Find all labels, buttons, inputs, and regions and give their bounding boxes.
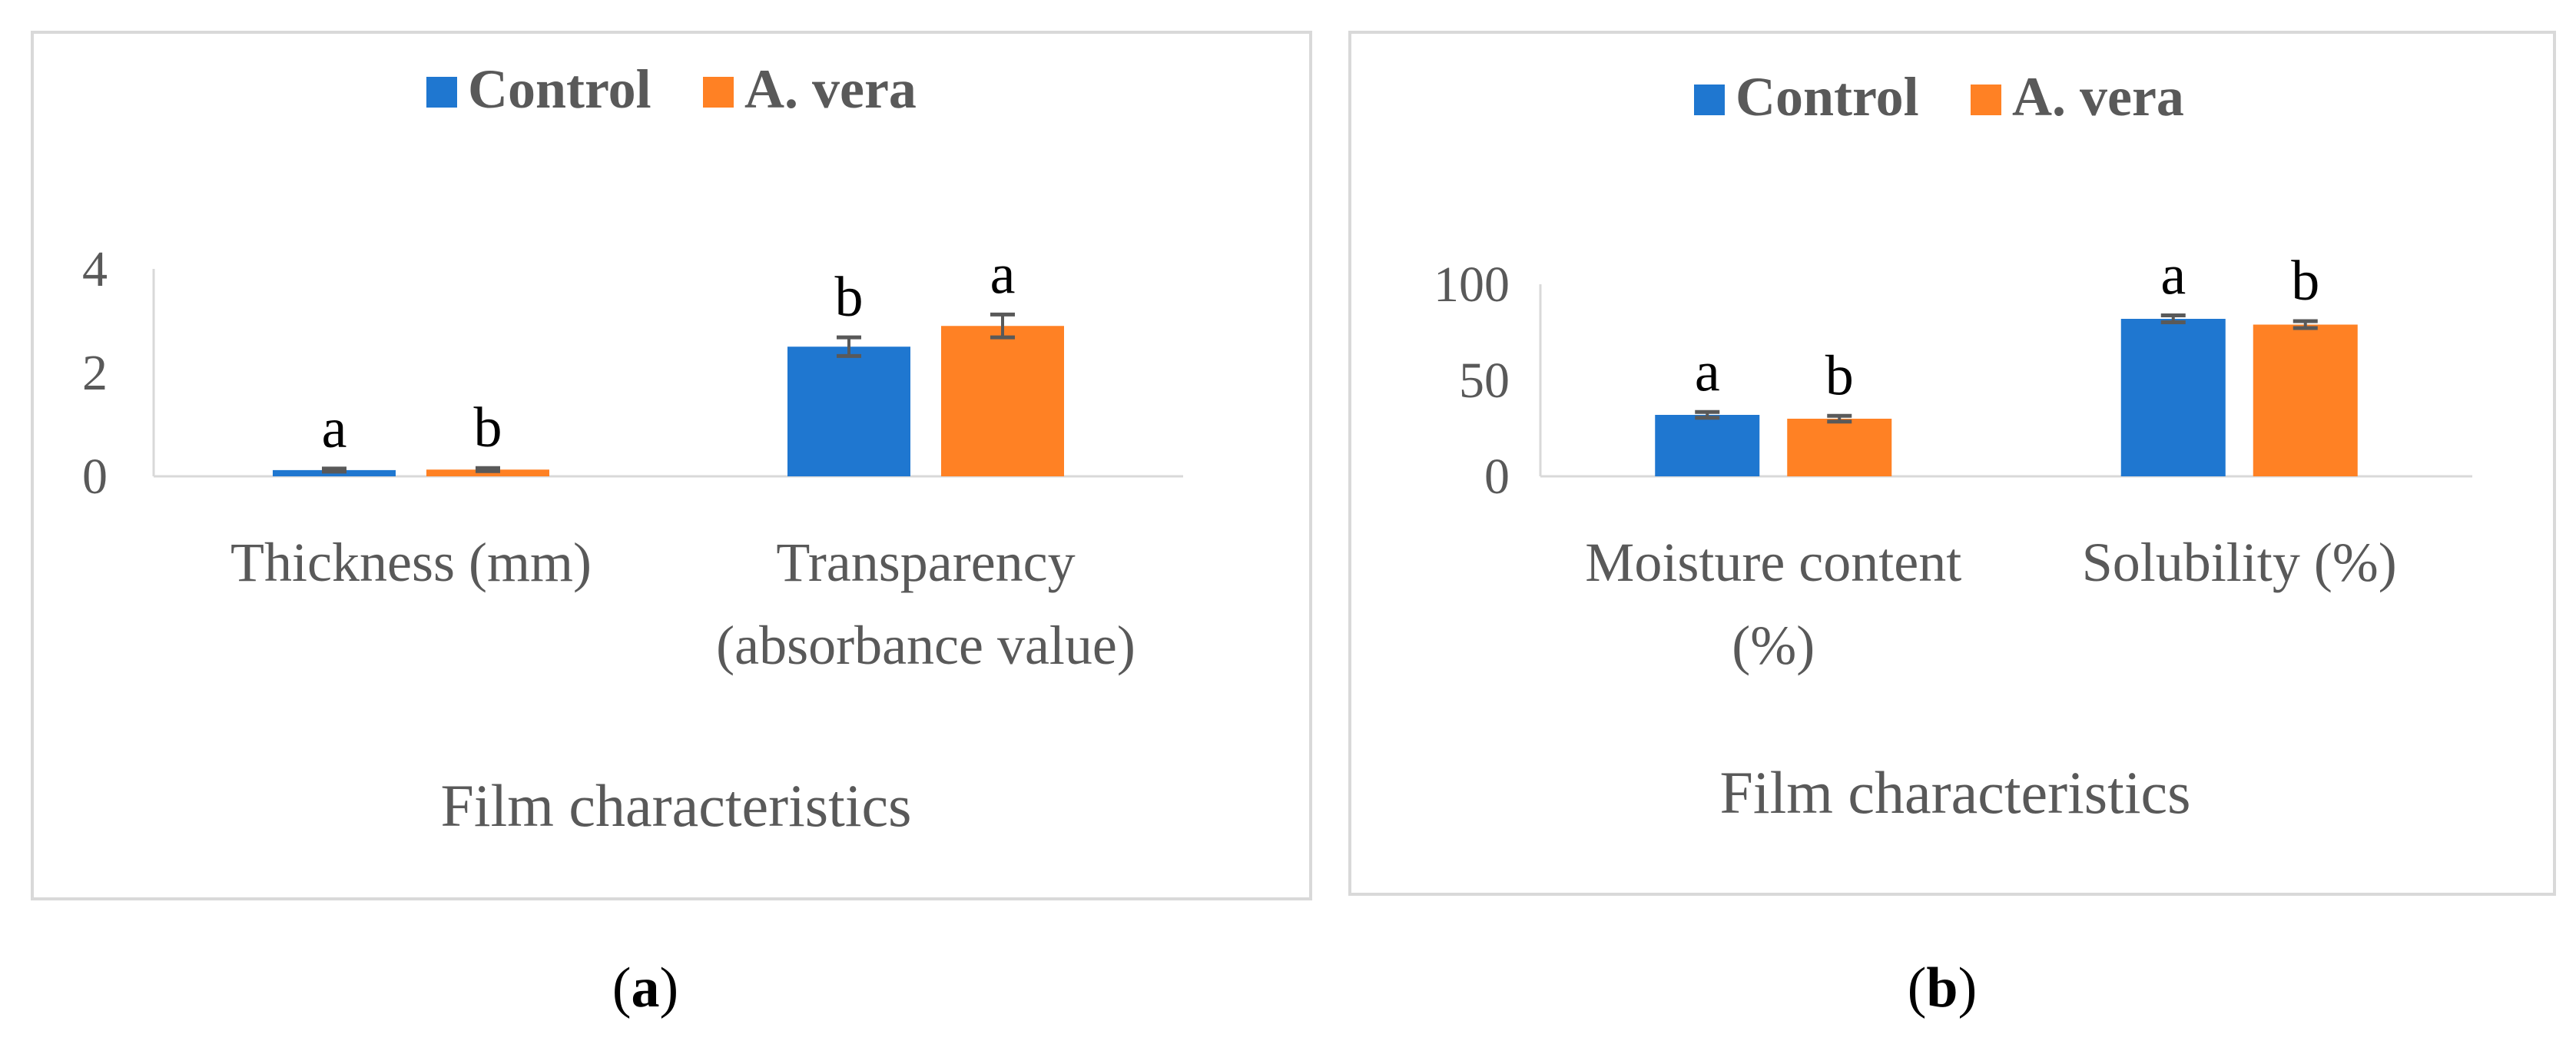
- bar-control-0: [1655, 415, 1760, 476]
- y-tick-label: 0: [82, 449, 108, 505]
- significance-label-a-vera-0: b: [474, 396, 502, 459]
- chart-a-bars: a b b a: [273, 243, 1064, 476]
- chart-panel-a: Control A. vera 0 2 4 a b b a Thickness (mm) Trans…: [31, 31, 1312, 900]
- error-bar-control-1: [2160, 313, 2186, 324]
- x-category-label: Thickness (mm): [230, 532, 592, 593]
- chart-a-y-axis: 0 2 4: [82, 241, 155, 505]
- significance-label-a-vera-1: b: [2291, 250, 2319, 313]
- x-category-label: Solubility (%): [2082, 532, 2397, 593]
- legend-label-a-vera: A. vera: [744, 58, 917, 120]
- panel-label-text-b: (b): [1908, 957, 1977, 1020]
- legend-swatch-control: [426, 77, 457, 108]
- panel-label-text-a: (a): [612, 957, 678, 1020]
- legend-label-a-vera: A. vera: [2012, 66, 2184, 128]
- error-bar-a-vera-1: [990, 312, 1015, 340]
- error-bar-control-0: [1695, 409, 1720, 420]
- panel-label-b: (b): [1908, 957, 1977, 1020]
- significance-label-control-0: a: [1695, 340, 1720, 403]
- bar-a-vera-1: [2253, 324, 2358, 476]
- significance-label-a-vera-0: b: [1825, 344, 1854, 407]
- x-category-label-line: (%): [1732, 615, 1815, 676]
- bar-a-vera-0: [1787, 419, 1892, 476]
- chart-panel-b: Control A. vera 0 50 100 a b a b Moisture content…: [1348, 31, 2556, 896]
- significance-label-control-1: a: [2160, 244, 2186, 307]
- legend-label-control: Control: [1736, 66, 1919, 128]
- significance-label-control-1: b: [835, 266, 864, 329]
- x-category-label-line: Thickness (mm): [230, 532, 592, 593]
- chart-b-bars: a b a b: [1655, 244, 2358, 476]
- chart-a-legend: Control A. vera: [426, 58, 917, 120]
- chart-b-y-axis: 0 50 100: [1434, 257, 1542, 505]
- error-bar-a-vera-1: [2293, 319, 2318, 330]
- significance-label-a-vera-1: a: [990, 243, 1016, 306]
- legend-swatch-a-vera: [703, 77, 734, 108]
- x-category-label: Moisture content (%): [1585, 532, 1961, 676]
- error-bar-control-0: [322, 466, 346, 474]
- chart-b-legend: Control A. vera: [1694, 66, 2184, 128]
- bar-a-vera-1: [941, 326, 1064, 476]
- chart-a-x-axis-title: Film characteristics: [441, 772, 912, 839]
- legend-swatch-a-vera: [1971, 85, 2001, 115]
- x-category-label-line: Solubility (%): [2082, 532, 2397, 593]
- bar-control-1: [2120, 319, 2226, 476]
- y-tick-label: 50: [1459, 353, 1510, 409]
- legend-label-control: Control: [468, 58, 651, 120]
- y-tick-label: 2: [82, 345, 108, 401]
- y-tick-label: 4: [82, 241, 108, 297]
- error-bar-a-vera-0: [476, 466, 500, 473]
- legend-swatch-control: [1694, 85, 1725, 115]
- chart-b-x-axis-title: Film characteristics: [1720, 759, 2191, 826]
- error-bar-a-vera-0: [1827, 413, 1852, 424]
- x-category-label-line: Moisture content: [1585, 532, 1961, 593]
- x-category-label: Transparency (absorbance value): [716, 532, 1135, 676]
- bar-control-1: [787, 346, 910, 476]
- panel-label-a: (a): [612, 957, 678, 1020]
- x-category-label-line: Transparency: [776, 532, 1075, 593]
- x-category-label-line: (absorbance value): [716, 615, 1135, 676]
- y-tick-label: 0: [1484, 449, 1510, 505]
- error-bar-control-1: [837, 335, 861, 358]
- chart-a-frame: [31, 31, 1312, 900]
- significance-label-control-0: a: [322, 397, 347, 460]
- y-tick-label: 100: [1434, 257, 1510, 313]
